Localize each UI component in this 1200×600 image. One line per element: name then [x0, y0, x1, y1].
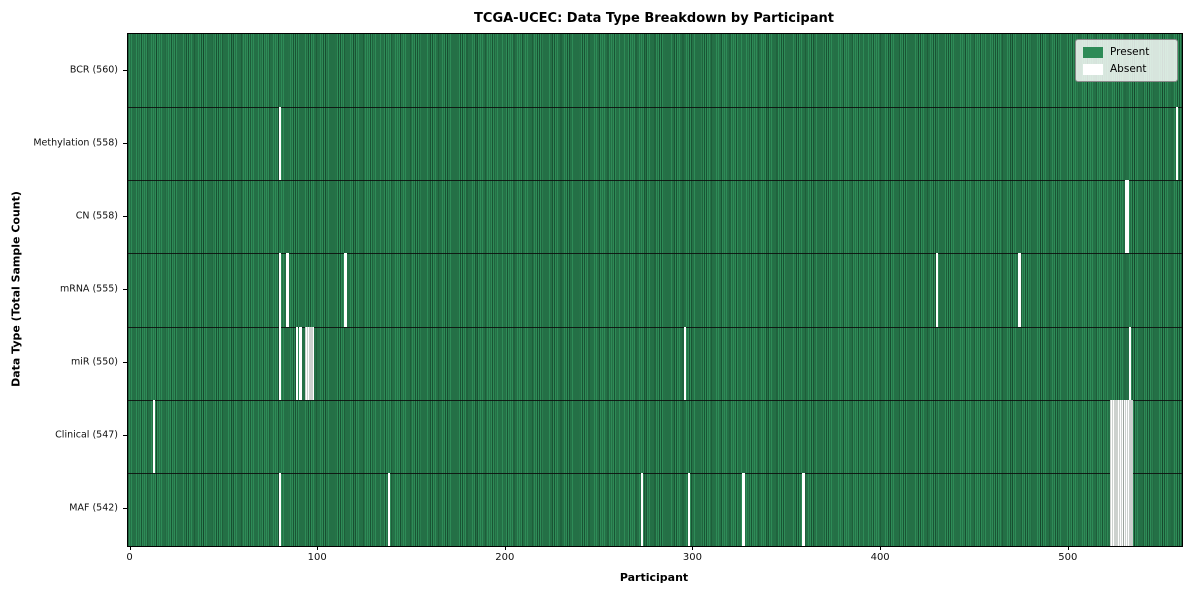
heatmap-row-mir	[128, 326, 1182, 400]
plot-area: Present Absent	[127, 33, 1183, 547]
absent-marker	[935, 253, 938, 327]
legend: Present Absent	[1075, 39, 1178, 82]
x-tick-mark	[317, 546, 319, 550]
absent-marker	[278, 472, 282, 546]
absent-marker	[295, 326, 299, 400]
heatmap-row-cn	[128, 180, 1182, 254]
legend-absent-label: Absent	[1110, 63, 1147, 75]
row-separator	[128, 253, 1182, 255]
x-axis-title: Participant	[619, 571, 689, 584]
absent-marker	[1125, 180, 1129, 254]
absent-marker	[684, 326, 687, 400]
present-swatch-icon	[1083, 46, 1103, 58]
absent-marker	[278, 107, 282, 181]
x-tick-mark	[129, 546, 131, 550]
absent-marker	[687, 472, 691, 546]
y-tick-label: mRNA (555)	[59, 283, 118, 295]
absent-marker	[1018, 253, 1021, 327]
heatmap-row-mrna	[128, 253, 1182, 327]
x-tick-mark	[1067, 546, 1069, 550]
x-tick-mark	[880, 546, 882, 550]
row-separator	[128, 180, 1182, 182]
x-tick-mark	[504, 546, 506, 550]
absent-marker	[1110, 399, 1133, 473]
absent-marker	[153, 399, 156, 473]
absent-marker	[1128, 326, 1132, 400]
y-tick-mark	[123, 70, 127, 71]
row-separator	[128, 472, 1182, 474]
y-tick-label: Clinical (547)	[55, 429, 118, 441]
y-tick-mark	[123, 143, 127, 144]
x-tick-label: 500	[1058, 552, 1078, 563]
absent-marker	[278, 253, 282, 327]
heatmap-row-methylation	[128, 107, 1182, 181]
absent-marker	[305, 326, 315, 400]
legend-item-absent: Absent	[1083, 63, 1169, 75]
legend-present-label: Present	[1110, 46, 1150, 58]
y-tick-label: Methylation (558)	[33, 137, 118, 149]
y-tick-mark	[123, 508, 127, 509]
y-tick-mark	[123, 216, 127, 217]
absent-marker	[640, 472, 644, 546]
y-tick-label: MAF (542)	[69, 502, 118, 514]
y-tick-label: BCR (560)	[69, 64, 118, 76]
absent-marker	[1175, 107, 1179, 181]
absent-marker	[387, 472, 390, 546]
chart-title: TCGA-UCEC: Data Type Breakdown by Partic…	[474, 11, 834, 26]
absent-marker	[278, 326, 282, 400]
absent-marker	[286, 253, 289, 327]
row-separator	[128, 326, 1182, 328]
row-separator	[128, 107, 1182, 109]
absent-marker	[299, 326, 302, 400]
y-tick-mark	[123, 435, 127, 436]
x-tick-label: 400	[870, 552, 890, 563]
y-tick-label: miR (550)	[70, 356, 118, 368]
y-tick-mark	[123, 289, 127, 290]
heatmap-row-clinical	[128, 399, 1182, 473]
heatmap-row-maf	[128, 472, 1182, 546]
absent-marker	[344, 253, 347, 327]
absent-swatch-icon	[1083, 63, 1103, 75]
x-tick-mark	[692, 546, 694, 550]
y-tick-mark	[123, 362, 127, 363]
absent-marker	[802, 472, 805, 546]
heatmap-row-bcr	[128, 34, 1182, 107]
y-tick-label: CN (558)	[75, 210, 118, 222]
x-tick-label: 300	[682, 552, 703, 563]
legend-item-present: Present	[1083, 46, 1169, 58]
x-tick-label: 200	[495, 552, 515, 563]
absent-marker	[742, 472, 745, 546]
row-separator	[128, 399, 1182, 401]
x-tick-label: 100	[307, 552, 327, 563]
absent-marker	[1110, 472, 1133, 546]
x-tick-label: 0	[126, 552, 133, 563]
